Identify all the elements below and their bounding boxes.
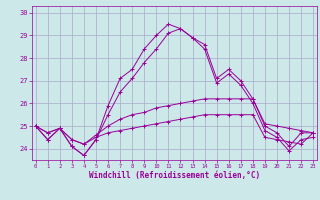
X-axis label: Windchill (Refroidissement éolien,°C): Windchill (Refroidissement éolien,°C) (89, 171, 260, 180)
